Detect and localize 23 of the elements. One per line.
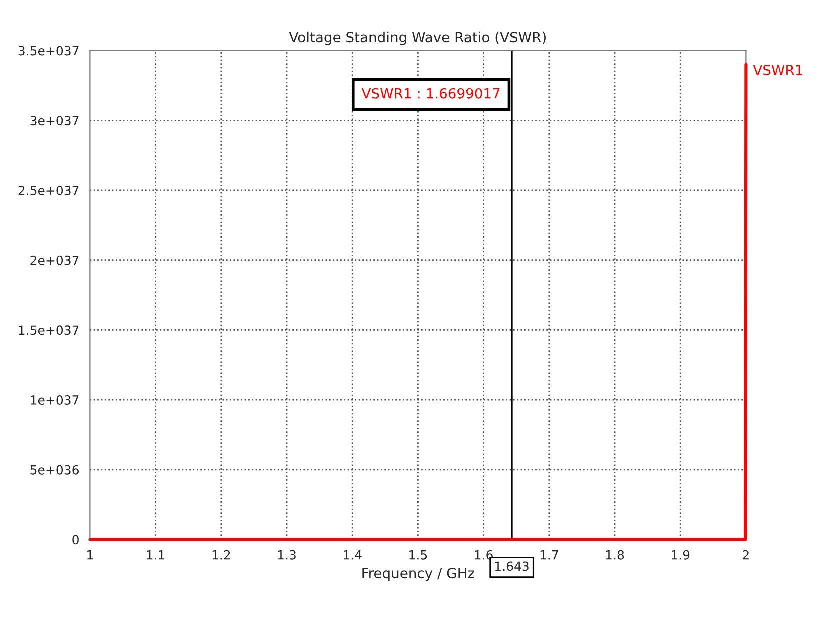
- x-tick-label: 1.3: [278, 550, 296, 560]
- x-tick-label: 1.8: [606, 550, 624, 560]
- y-tick-label: 3.5e+037: [18, 46, 79, 56]
- x-axis-title: Frequency / GHz: [362, 568, 474, 582]
- x-tick-label: 1: [88, 550, 94, 560]
- y-tick-label: 0: [72, 535, 79, 545]
- y-tick-label: 2.5e+037: [18, 186, 79, 196]
- y-tick-label: 1e+037: [31, 396, 79, 405]
- x-tick-label: 1.7: [540, 550, 558, 560]
- x-tick-label: 1.9: [672, 550, 690, 560]
- x-tick-label: 1.5: [410, 550, 428, 560]
- y-tick-label: 1.5e+037: [19, 326, 79, 336]
- annotation: VSWR1 : 1.6699017: [362, 88, 500, 99]
- x-tick-label: 1.2: [212, 550, 230, 560]
- x-tick-label: 1.1: [147, 550, 165, 560]
- ref-line-label: 1.643: [495, 562, 529, 572]
- chart-title: Voltage Standing Wave Ratio (VSWR): [289, 32, 546, 46]
- series-label: VSWR1: [753, 65, 802, 76]
- x-tick-label: 2: [743, 550, 749, 560]
- x-tick-label: 1.4: [344, 550, 362, 560]
- y-tick-label: 5e+036: [30, 465, 79, 475]
- y-tick-label: 2e+037: [30, 256, 79, 266]
- y-tick-label: 3e+037: [30, 116, 79, 126]
